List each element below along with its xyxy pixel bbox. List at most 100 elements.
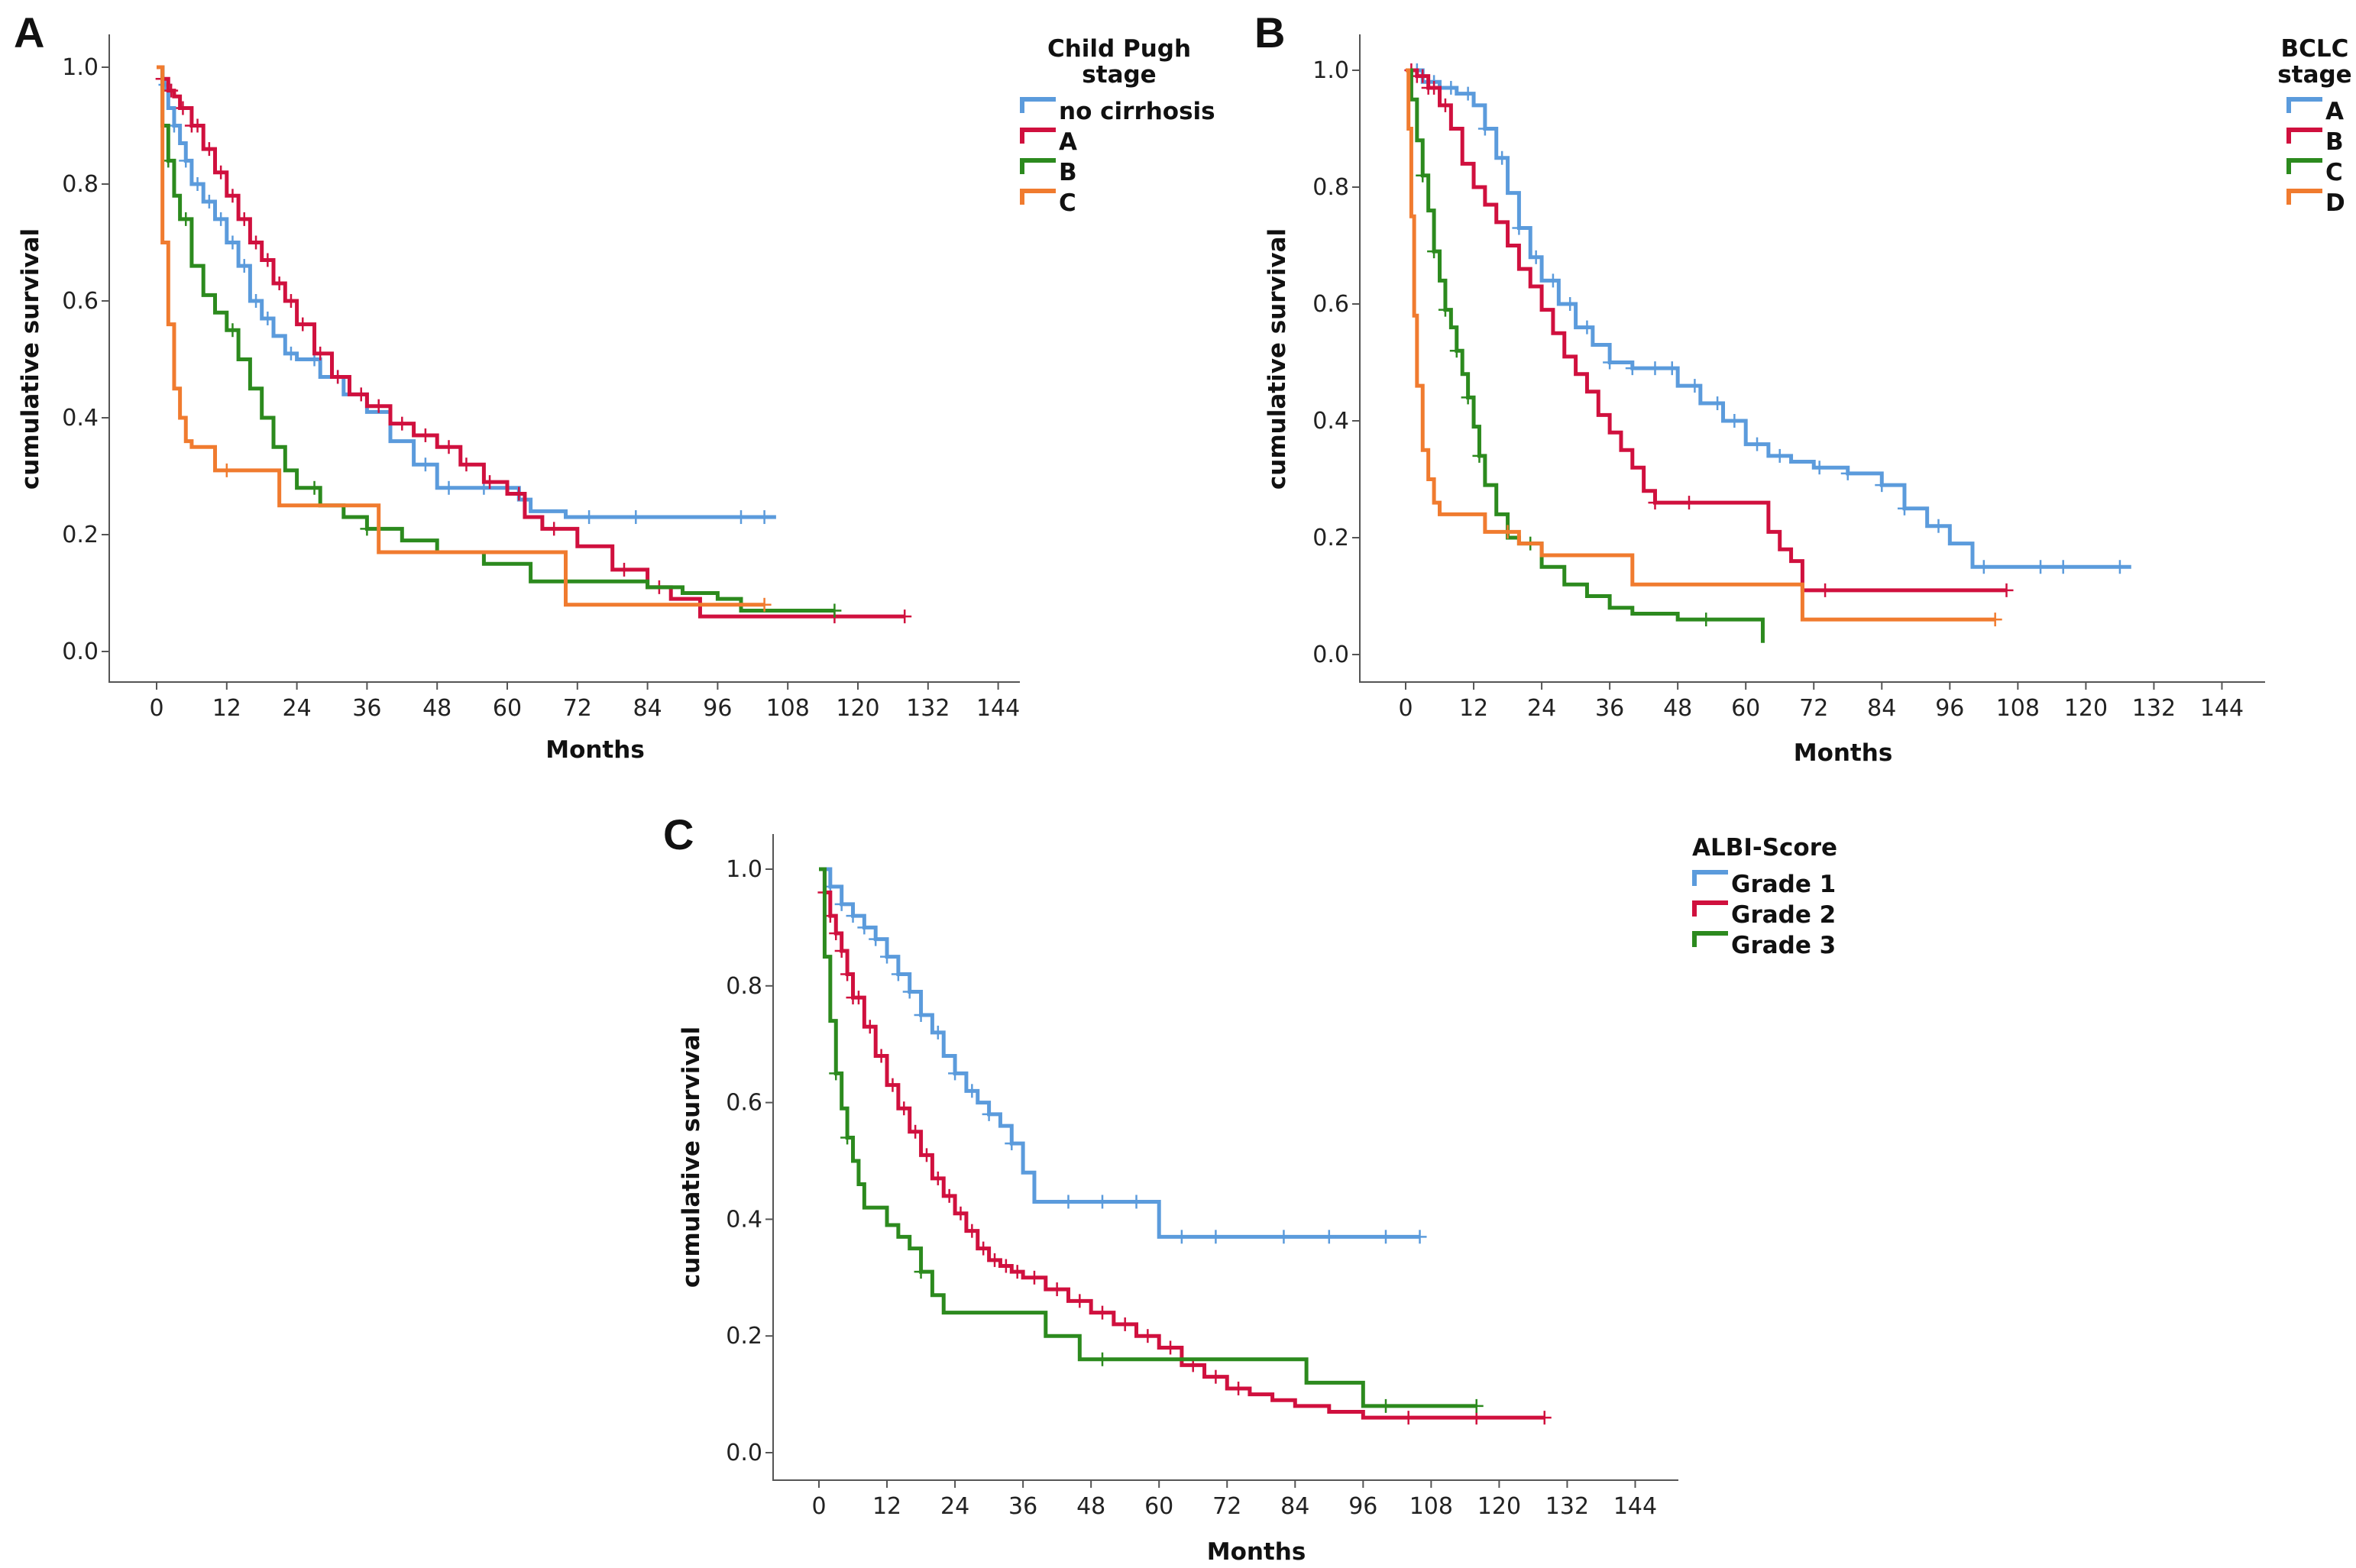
x-tick-label: 12 — [212, 695, 241, 722]
legend-key — [2286, 128, 2322, 144]
survival-curve — [1406, 68, 2131, 569]
panel-c: C 0.0 0.2 0.4 0.6 0.8 1.0 0 12 24 36 48 60 72 84 96 108… — [663, 810, 1837, 1566]
x-tick-label: 60 — [1731, 695, 1760, 722]
x-tick-label: 108 — [1996, 695, 2040, 722]
legend-label: B — [1059, 159, 1077, 186]
legend-title: Child Pugh — [1047, 35, 1191, 63]
legend-key — [1692, 900, 1728, 917]
legend-title: BCLC — [2281, 35, 2349, 63]
legend-key — [1020, 189, 1056, 205]
x-tick-label: 48 — [1663, 695, 1692, 722]
x-tick-label: 144 — [976, 695, 1020, 722]
survival-curve — [819, 867, 1477, 1408]
legend-label: Grade 2 — [1731, 901, 1836, 929]
x-tick-label: 144 — [2200, 695, 2244, 722]
axis-frame — [1359, 34, 2265, 683]
x-tick-label: 120 — [1477, 1493, 1521, 1520]
series-b — [1404, 63, 2014, 597]
survival-curve — [157, 65, 765, 607]
x-tick-label: 60 — [493, 695, 522, 722]
x-tick-label: 96 — [703, 695, 732, 722]
x-tick-label: 0 — [149, 695, 163, 722]
x-tick-label: 24 — [940, 1493, 969, 1520]
survival-curve — [1406, 68, 1765, 643]
x-tick-label: 108 — [1409, 1493, 1453, 1520]
y-tick-label: 0.4 — [1312, 408, 1349, 435]
legend-label: B — [2325, 128, 2344, 156]
y-tick-label: 1.0 — [62, 54, 99, 81]
y-tick-label: 0.4 — [726, 1206, 762, 1233]
survival-curve — [819, 867, 1420, 1239]
series-c — [157, 65, 772, 612]
y-axis-title: cumulative survival — [678, 1026, 705, 1288]
y-tick-label: 0.8 — [1312, 174, 1349, 201]
y-tick-label: 0.2 — [1312, 525, 1349, 551]
x-tick-label: 48 — [1076, 1493, 1105, 1520]
y-tick-label: 0.0 — [62, 639, 99, 665]
x-tick-label: 24 — [283, 695, 312, 722]
x-tick-label: 48 — [422, 695, 451, 722]
survival-curve — [157, 65, 905, 619]
panel-letter: C — [663, 810, 694, 858]
x-tick-label: 132 — [1545, 1493, 1589, 1520]
x-tick-label: 36 — [352, 695, 381, 722]
legend-label: C — [2325, 159, 2343, 186]
survival-curve — [157, 65, 835, 613]
survival-curve — [1406, 68, 2007, 593]
legend-label: D — [2325, 189, 2345, 217]
x-tick-label: 132 — [906, 695, 950, 722]
legend-key — [1692, 870, 1728, 886]
panel-letter: A — [14, 8, 44, 57]
legend-key — [2286, 158, 2322, 174]
x-axis-title: Months — [1794, 739, 1893, 767]
x-tick-label: 84 — [1280, 1493, 1309, 1520]
x-tick-label: 72 — [1212, 1493, 1241, 1520]
series-grade-2 — [817, 867, 1552, 1425]
axis-frame — [772, 834, 1678, 1481]
x-tick-label: 108 — [766, 695, 810, 722]
x-axis-title: Months — [1207, 1538, 1306, 1566]
x-tick-label: 12 — [872, 1493, 901, 1520]
survival-curve — [819, 867, 1545, 1420]
x-tick-label: 120 — [836, 695, 879, 722]
y-tick-label: 0.0 — [726, 1440, 762, 1466]
panel-letter: B — [1254, 8, 1285, 57]
panel-a: A 0.0 0.2 0.4 0.6 0.8 1.0 0 12 24 36 48 60 72 84 96 108… — [14, 8, 1215, 764]
legend-key — [1020, 97, 1056, 113]
x-tick-label: 132 — [2132, 695, 2176, 722]
legend-key — [1020, 128, 1056, 144]
y-tick-label: 0.0 — [1312, 642, 1349, 668]
series-grade-3 — [819, 867, 1484, 1413]
y-tick-label: 0.4 — [62, 405, 99, 432]
x-tick-label: 72 — [1799, 695, 1828, 722]
x-tick-label: 84 — [1867, 695, 1896, 722]
legend-label: no cirrhosis — [1059, 98, 1215, 125]
x-tick-label: 96 — [1348, 1493, 1377, 1520]
y-tick-label: 0.6 — [62, 288, 99, 315]
series-a — [1406, 63, 2131, 574]
legend-key — [1692, 931, 1728, 947]
y-tick-label: 0.8 — [62, 171, 99, 198]
legend-title: stage — [2277, 61, 2351, 89]
legend-key — [2286, 97, 2322, 113]
x-tick-label: 60 — [1144, 1493, 1173, 1520]
x-tick-label: 120 — [2064, 695, 2108, 722]
legend-title: stage — [1082, 61, 1156, 89]
y-tick-label: 0.8 — [726, 973, 762, 1000]
axis-frame — [108, 34, 1020, 683]
x-tick-label: 144 — [1613, 1493, 1657, 1520]
survival-curve — [157, 65, 776, 519]
x-tick-label: 12 — [1459, 695, 1488, 722]
y-tick-label: 1.0 — [1312, 57, 1349, 84]
series-d — [1406, 68, 2002, 627]
legend-label: Grade 3 — [1731, 932, 1836, 959]
y-tick-label: 1.0 — [726, 856, 762, 883]
series-no-cirrhosis — [157, 65, 776, 525]
x-tick-label: 36 — [1595, 695, 1624, 722]
series-grade-1 — [819, 867, 1427, 1244]
panel-b: B 0.0 0.2 0.4 0.6 0.8 1.0 0 12 24 36 48 60 72 84 96 108… — [1254, 8, 2352, 767]
x-tick-label: 96 — [1935, 695, 1964, 722]
